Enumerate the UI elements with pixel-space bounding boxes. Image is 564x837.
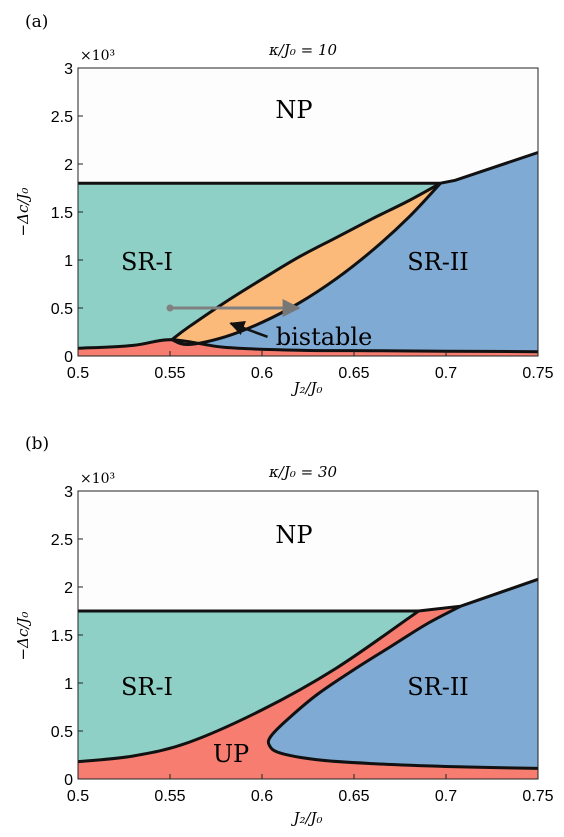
y-tick-label: 0.5 (51, 724, 73, 741)
up-label-b: UP (213, 740, 249, 768)
y-ticks-b: 0 0.5 1 1.5 2 2.5 3 (51, 484, 83, 789)
y-tick-label: 2 (64, 157, 73, 174)
x-tick-label: 0.7 (435, 788, 457, 805)
sr2-label-a: SR-II (407, 248, 469, 276)
sr1-label-a: SR-I (121, 248, 173, 276)
x-tick-label: 0.6 (251, 788, 273, 805)
x-axis-label-b: J₂/J₀ (290, 809, 322, 827)
panel-b-y-multiplier: ×10³ (80, 471, 115, 487)
panel-b: (b) κ/J₀ = 30 ×10³ NP SR-I SR-II UP 0.5 0… (14, 434, 554, 827)
y-axis-label-b: −Δc/J₀ (14, 612, 32, 661)
x-ticks-a: 0.5 0.55 0.6 0.65 0.7 0.75 (67, 351, 554, 382)
y-tick-label: 1 (64, 253, 73, 270)
y-tick-label: 3 (64, 61, 73, 78)
x-tick-label: 0.5 (67, 365, 89, 382)
bistable-arrow-a (229, 320, 268, 338)
panel-a: (a) κ/J₀ = 10 ×10³ NP SR-I SR-II bistabl… (14, 12, 554, 397)
np-label-a: NP (275, 96, 312, 124)
x-tick-label: 0.65 (338, 788, 369, 805)
y-tick-label: 0.5 (51, 301, 73, 318)
panel-b-plot-area (77, 490, 539, 780)
y-tick-label: 2.5 (51, 532, 73, 549)
y-tick-label: 3 (64, 484, 73, 501)
y-tick-label: 1.5 (51, 628, 73, 645)
panel-a-y-multiplier: ×10³ (80, 48, 115, 64)
y-tick-label: 2 (64, 580, 73, 597)
np-label-b: NP (275, 521, 312, 549)
phase-boundaries-a (77, 151, 539, 354)
x-axis-label-a: J₂/J₀ (290, 379, 322, 397)
panel-a-title: κ/J₀ = 10 (268, 41, 338, 59)
panel-b-label: (b) (25, 434, 49, 454)
panel-a-label: (a) (25, 12, 48, 32)
sr1-region-b (78, 611, 419, 762)
x-ticks-b: 0.5 0.55 0.6 0.65 0.7 0.75 (67, 774, 554, 805)
x-tick-label: 0.75 (522, 365, 553, 382)
sr2-region-b (269, 579, 538, 769)
x-tick-label: 0.6 (251, 365, 273, 382)
x-tick-label: 0.75 (522, 788, 553, 805)
y-axis-label-a: −Δc/J₀ (14, 188, 32, 237)
sr2-region-a (171, 152, 539, 352)
sweep-start-dot-a (166, 304, 174, 312)
bistable-region-a (171, 183, 441, 345)
y-tick-label: 0 (64, 349, 73, 366)
y-tick-label: 0 (64, 772, 73, 789)
x-tick-label: 0.5 (67, 788, 89, 805)
bistable-label-a: bistable (276, 323, 373, 351)
y-ticks-a: 0 0.5 1 1.5 2 2.5 3 (51, 61, 83, 366)
y-tick-label: 2.5 (51, 109, 73, 126)
x-tick-label: 0.55 (154, 365, 185, 382)
sr1-label-b: SR-I (121, 673, 173, 701)
panel-b-title: κ/J₀ = 30 (268, 463, 338, 481)
sr2-label-b: SR-II (407, 673, 469, 701)
y-tick-label: 1.5 (51, 205, 73, 222)
x-tick-label: 0.65 (338, 365, 369, 382)
y-tick-label: 1 (64, 676, 73, 693)
up-region-b (78, 606, 538, 779)
phase-boundaries-b (77, 577, 539, 770)
x-tick-label: 0.7 (435, 365, 457, 382)
x-tick-label: 0.55 (154, 788, 185, 805)
